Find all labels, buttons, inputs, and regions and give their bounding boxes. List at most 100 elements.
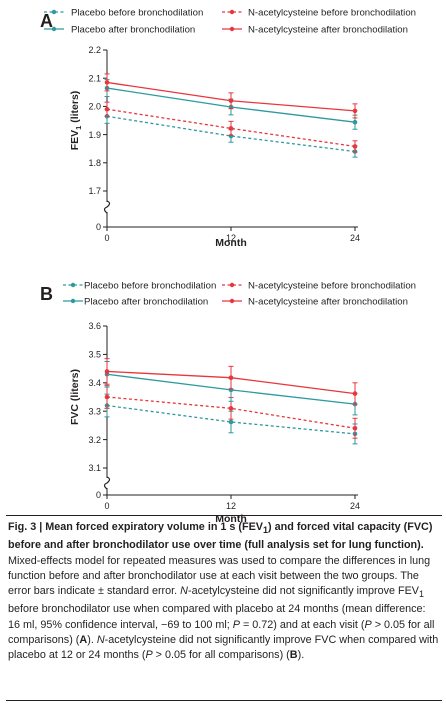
legend: Placebo before bronchodilation N-acetylcy… [44,8,416,36]
legend-item: Placebo before bronchodilation [63,281,216,292]
y-tick-label: 2.1 [88,73,101,83]
panel-b: B Placebo before bronchodilation N-acetylc… [40,281,416,526]
legend-item: Placebo after bronchodilation [63,297,208,308]
x-tick-label: 12 [226,233,236,243]
caption-panel-ref-a: A [79,633,88,646]
caption-italic-2: P [232,618,240,631]
y-tick-label: 0 [96,490,101,500]
caption-paragraph: Fig. 3 | Mean forced expiratory volume i… [8,520,440,663]
data-point [228,419,234,425]
axis-break-mark [103,476,111,490]
caption-text-8: > 0.05 for all comparisons) ( [152,648,290,661]
data-point [228,375,234,380]
legend-label: Placebo before bronchodilation [84,281,216,292]
x-axis-label: Month [215,237,247,249]
data-point [228,98,234,104]
y-axis-label: FEV1 (liters) [69,91,83,151]
series-line [106,108,356,148]
y-tick-label: 2.2 [88,45,101,55]
axis-break-mark [103,200,111,214]
data-point [352,391,358,396]
legend-item: Placebo after bronchodilation [44,25,195,36]
axes: 0 3.1 3.2 3.3 3.4 3.5 3.6 0 12 24 [88,321,360,511]
data-point [104,369,110,374]
y-tick-label: 3.4 [88,378,101,388]
x-tick-label: 0 [104,501,109,511]
series-1 [104,385,358,439]
y-tick-label: 1.8 [88,158,101,168]
caption-text-2: -acetylcysteine did not significantly im… [187,584,419,597]
y-axis-label-main: FVC (liters) [69,369,81,425]
legend-label: N-acetylcysteine before bronchodilation [248,8,416,19]
y-axis-label-main: FEV [69,130,81,150]
data-point [352,144,358,149]
axes: 0 1.7 1.8 1.9 2.0 2.1 2.2 0 12 24 [88,45,360,243]
caption-italic-1: N [180,584,188,597]
y-tick-label: 1.7 [88,186,101,196]
legend-marker [229,298,235,304]
legend-item: N-acetylcysteine after bronchodilation [222,297,408,308]
legend-marker [70,282,76,288]
legend-label: Placebo after bronchodilation [84,297,208,308]
panel-label: B [40,284,53,304]
y-tick-label: 3.5 [88,350,101,360]
caption-text-5: > 0.05 for all comparisons) ( [8,618,435,646]
legend-label: N-acetylcysteine after bronchodilation [248,297,408,308]
y-tick-label: 3.2 [88,435,101,445]
legend-label: N-acetylcysteine before bronchodilation [248,281,416,292]
panel-a: A Placebo before bronchodilation N-acetylc… [40,8,416,250]
legend-label: N-acetylcysteine after bronchodilation [248,25,408,36]
legend-marker [70,298,76,304]
series-3 [104,73,358,119]
y-tick-label: 3.3 [88,406,101,416]
x-tick-label: 24 [350,501,360,511]
data-point [104,80,110,85]
caption-subscript-2: 1 [419,589,425,600]
caption-rule [6,515,442,516]
data-point [104,394,110,400]
caption-italic-4: N [96,633,105,646]
caption-italic-3: P [364,618,372,631]
series-1 [104,101,358,153]
legend-marker [229,9,235,15]
x-axis-label: Month [215,513,247,525]
y-tick-label: 1.9 [88,130,101,140]
legend-item: N-acetylcysteine after bronchodilation [222,25,408,36]
y-tick-label: 0 [96,222,101,232]
data-point [352,108,358,114]
data-point [352,425,358,431]
data-point [228,406,234,411]
legend-marker [51,9,57,15]
data-point [352,119,358,125]
caption-text-9: ). [297,648,305,661]
bottom-rule [6,700,442,701]
caption-bold-part-b: ) and forced vital capacity (FVC) before… [8,521,433,552]
caption-text-1: Mixed-effects model for repeated measure… [8,554,431,597]
data-point [228,133,234,139]
series-3 [104,358,358,405]
panel-label: A [40,11,53,31]
legend-item: N-acetylcysteine before bronchodilation [222,8,416,19]
caption-bold-part-a: Fig. 3 | Mean forced expiratory volume i… [8,521,264,533]
data-point [104,106,110,112]
figure-caption: Fig. 3 | Mean forced expiratory volume i… [8,520,440,663]
legend-label: Placebo before bronchodilation [71,8,203,19]
caption-text-6: ). [87,633,97,646]
caption-panel-ref-b: B [289,648,298,661]
y-tick-label: 2.0 [88,102,101,112]
x-tick-label: 24 [350,233,360,243]
caption-text-3: before bronchodilator use when compared … [8,603,426,631]
x-tick-label: 12 [226,501,236,511]
legend-label: Placebo after bronchodilation [71,25,195,36]
legend-item: Placebo before bronchodilation [44,8,203,19]
legend: Placebo before bronchodilation N-acetylcy… [63,281,416,308]
caption-italic-5: P [145,648,153,661]
y-tick-label: 3.1 [88,463,101,473]
y-axis-label: FVC (liters) [69,369,81,425]
legend-item: N-acetylcysteine before bronchodilation [222,281,416,292]
y-tick-label: 3.6 [88,321,101,331]
legend-marker [51,26,57,32]
legend-marker [229,26,235,32]
y-axis-label-subscript: 1 [74,126,83,130]
